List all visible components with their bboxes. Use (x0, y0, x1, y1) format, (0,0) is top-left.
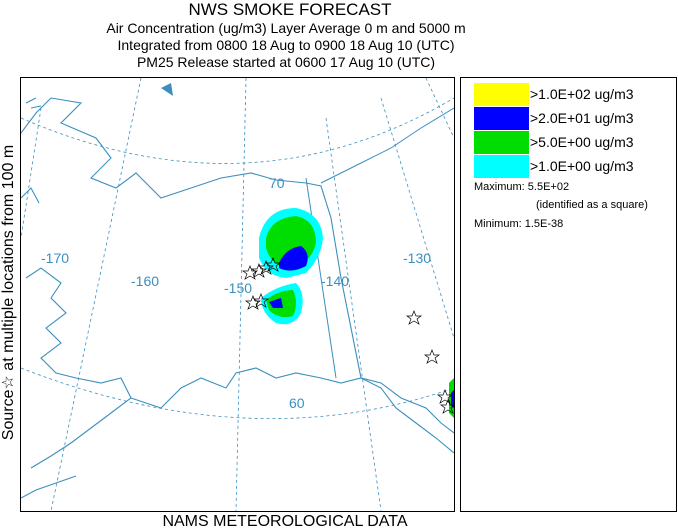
legend-label-1: >1.0E+00 ug/m3 (530, 158, 634, 174)
lon-label-170: -170 (41, 250, 69, 266)
legend-label-20: >2.0E+01 ug/m3 (530, 110, 634, 126)
data-source-footer: NAMS METEOROLOGICAL DATA (162, 513, 408, 530)
legend-item-1: >1.0E+00 ug/m3 (474, 155, 674, 179)
smoke-plume-north (259, 208, 323, 278)
northern-islands-2 (25, 97, 42, 109)
legend-label-100: >1.0E+02 ug/m3 (530, 86, 634, 102)
legend-swatch-yellow (474, 83, 529, 106)
lon-label-140: -140 (321, 273, 349, 289)
source-markers (241, 257, 454, 414)
smoke-plume-south (261, 283, 303, 325)
lat-label-70: 70 (269, 175, 285, 191)
alaska-coastline (25, 97, 454, 469)
lon-label-150: -150 (224, 280, 252, 296)
concentration-legend: >1.0E+02 ug/m3 >2.0E+01 ug/m3 >5.0E+00 u… (460, 77, 677, 512)
aleutian-chain (21, 475, 77, 499)
latitude-gridlines (21, 97, 454, 419)
maximum-note: (identified as a square) (536, 199, 648, 211)
longitude-gridlines (21, 78, 454, 511)
lat-label-60: 60 (289, 395, 305, 411)
southeast-coastline (360, 377, 454, 454)
source-locations-label: Source☆ at multiple locations from 100 m (0, 144, 17, 441)
bering-strait-coast (21, 97, 52, 204)
legend-swatch-blue (474, 107, 529, 130)
legend-item-100: >1.0E+02 ug/m3 (474, 83, 674, 107)
integration-period: Integrated from 0800 18 Aug to 0900 18 A… (117, 37, 455, 53)
lon-label-160: -160 (131, 273, 159, 289)
minimum-value: Minimum: 1.5E-38 (474, 218, 564, 230)
map-canvas: -170 -160 -150 -140 -130 70 60 (21, 78, 454, 511)
release-info: PM25 Release started at 0600 17 Aug 10 (… (136, 54, 436, 70)
legend-swatch-cyan (474, 155, 529, 178)
legend-item-5: >5.0E+00 ug/m3 (474, 131, 674, 155)
legend-swatch-green (474, 131, 529, 154)
smoke-plume-southeast (449, 378, 454, 418)
lon-label-130: -130 (403, 250, 431, 266)
maximum-value: Maximum: 5.5E+02 (474, 181, 570, 193)
northern-islands (161, 83, 173, 96)
canada-coastline (320, 107, 454, 184)
alaska-canada-border (305, 177, 337, 379)
smoke-map[interactable]: -170 -160 -150 -140 -130 70 60 (20, 77, 455, 512)
forecast-title: NWS SMOKE FORECAST (188, 0, 392, 19)
legend-item-20: >2.0E+01 ug/m3 (474, 107, 674, 131)
legend-label-5: >5.0E+00 ug/m3 (530, 134, 634, 150)
concentration-subtitle: Air Concentration (ug/m3) Layer Average … (106, 20, 466, 36)
